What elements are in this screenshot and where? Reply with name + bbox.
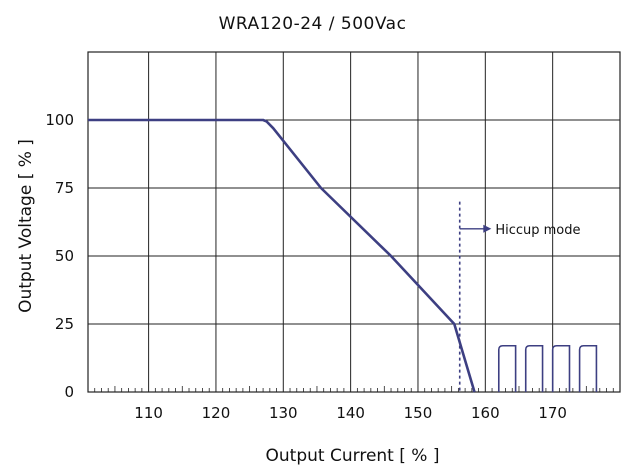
y-tick-label: 50 [55, 247, 74, 265]
y-tick-label: 25 [55, 315, 74, 333]
y-tick-label: 75 [55, 179, 74, 197]
hiccup-pulse [497, 344, 517, 392]
plot-frame [87, 51, 621, 393]
y-axis-label: Output Voltage [ % ] [16, 139, 36, 313]
y-tick-label: 100 [45, 111, 74, 129]
y-tick-label: 0 [64, 383, 74, 401]
hiccup-pulse [578, 344, 598, 392]
x-tick-label: 110 [134, 404, 163, 422]
annotation-arrowhead [483, 224, 492, 233]
x-tick-label: 170 [538, 404, 567, 422]
annotation-label: Hiccup mode [495, 223, 580, 238]
x-tick-label: 130 [269, 404, 298, 422]
x-axis-label: Output Current [ % ] [265, 446, 440, 466]
hiccup-pulse [551, 344, 571, 392]
chart-title: WRA120-24 / 500Vac [218, 14, 407, 34]
hiccup-pulse [524, 344, 544, 392]
x-tick-label: 150 [404, 404, 433, 422]
x-tick-label: 140 [336, 404, 365, 422]
data-line [88, 118, 476, 393]
x-tick-label: 160 [471, 404, 500, 422]
x-tick-label: 120 [202, 404, 231, 422]
